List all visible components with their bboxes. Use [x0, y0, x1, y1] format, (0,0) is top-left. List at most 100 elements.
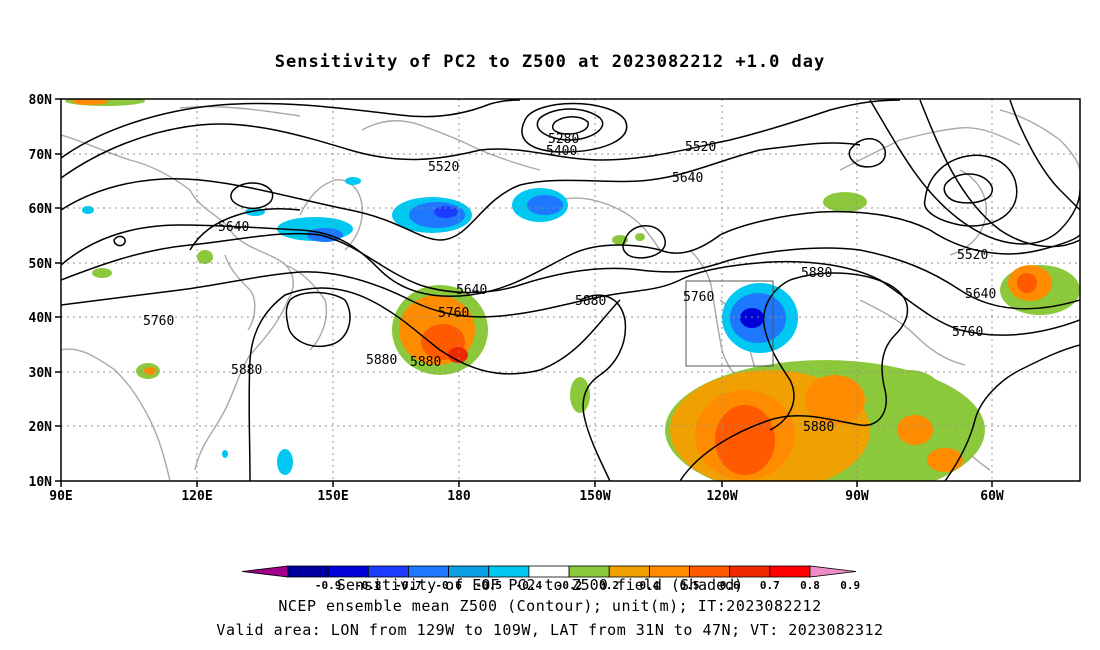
lon-label: 90W [845, 489, 869, 504]
contour-5760 [61, 260, 1080, 336]
contour-5880-ring [285, 291, 351, 347]
colorbar-labels: -0.9 -0.8 -0.7 -0.6 -0.5 -0.4 -0.2 0.2 0.4 0.5 0.6… [315, 579, 860, 592]
footer-line-1: NCEP ensemble mean Z500 (Contour); unit(… [278, 597, 822, 615]
lat-label: 10N [29, 475, 53, 490]
latitude-labels: 80N 70N 60N 50N 40N 30N 20N 10N [29, 93, 53, 490]
lat-label: 70N [29, 148, 53, 163]
shade-negative [82, 206, 94, 214]
map-plot-area [61, 99, 1080, 481]
contour-5520-c [61, 99, 521, 159]
contour-closed-low [848, 138, 886, 168]
colorbar-tick-label: -0.9 [315, 579, 342, 592]
contour-label: 5520 [957, 248, 988, 263]
contour-5880 [248, 287, 621, 481]
colorbar-tick-label: -0.5 [476, 579, 503, 592]
contour-label: 5760 [143, 314, 174, 329]
contour-label: 5280 [548, 132, 579, 147]
contour-east-b [919, 99, 1080, 248]
lon-label: 150E [317, 489, 348, 504]
colorbar-tick-label: 0.9 [840, 579, 860, 592]
colorbar-title: Sensitivity of EOF PC2 to Z500 field (Sh… [337, 576, 743, 594]
colorbar-under-triangle [241, 565, 289, 578]
contour-5400 [521, 102, 628, 153]
shade-positive [92, 268, 112, 278]
colorbar-tick-label: -0.8 [355, 579, 382, 592]
plot-title: Sensitivity of PC2 to Z500 at 2023082212… [274, 52, 826, 72]
contour-label: 5640 [965, 287, 996, 302]
contour-5880-b [579, 294, 627, 481]
plot-frame [60, 98, 1081, 482]
colorbar-tick-label: 0.7 [760, 579, 780, 592]
colorbar-tick-label: 0.4 [639, 579, 659, 592]
shade-positive [570, 377, 590, 413]
contour-5520 [61, 99, 901, 179]
lat-label: 30N [29, 366, 53, 381]
colorbar-tick-label: -0.6 [435, 579, 462, 592]
shade-negative [345, 177, 361, 185]
valid-area-box [685, 280, 774, 367]
contour-closed-low2-outer [923, 154, 1018, 227]
contour-label: 5880 [231, 363, 262, 378]
shade-negative [277, 449, 293, 475]
contour-label: 5400 [546, 144, 577, 159]
footer-line-2: Valid area: LON from 129W to 109W, LAT f… [216, 621, 884, 639]
contour-5520-b [61, 142, 861, 241]
contour-east-c [1009, 99, 1080, 211]
contour-label: 5640 [672, 171, 703, 186]
contour-east [869, 99, 1080, 245]
contour-closed-np [189, 208, 301, 251]
contour-5880-c [679, 272, 909, 481]
colorbar-tick-label: -0.7 [395, 579, 422, 592]
lat-label: 40N [29, 311, 53, 326]
contour-label: 5880 [575, 294, 606, 309]
contour-label: 5760 [952, 325, 983, 340]
lon-label: 60W [980, 489, 1004, 504]
colorbar-tick-label: 0.8 [800, 579, 820, 592]
gridlines [61, 99, 1080, 481]
contour-5760-b [61, 232, 1080, 310]
colorbar-tick-label: -0.4 [516, 579, 543, 592]
shade-positive [1017, 273, 1037, 293]
contour-label: 5520 [428, 160, 459, 175]
contour-label: 5640 [218, 220, 249, 235]
contour-closed-sb [113, 235, 126, 247]
contour-5880-e [944, 344, 1080, 481]
contour-label: 5760 [438, 306, 469, 321]
contour-label: 5880 [801, 266, 832, 281]
colorbar-tick-label: -0.2 [556, 579, 583, 592]
shade-positive [72, 99, 108, 105]
longitude-labels: 90E 120E 150E 180 150W 120W 90W 60W [49, 489, 1004, 504]
shade-positive [197, 250, 213, 264]
contour-5640 [61, 210, 1080, 298]
colorbar-tick-label: 0.2 [599, 579, 619, 592]
colorbar-tick-label: 0.5 [680, 579, 700, 592]
contour-closed-ak [622, 225, 666, 259]
contour-5880-d [763, 279, 795, 431]
lon-label: 150W [579, 489, 610, 504]
shade-positive [823, 192, 867, 212]
contour-label: 5520 [685, 140, 716, 155]
colorbar-swatch [287, 565, 329, 578]
shade-negative [307, 228, 343, 242]
contour-label: 5760 [683, 290, 714, 305]
contour-label: 5640 [456, 283, 487, 298]
contour-label: 5880 [803, 420, 834, 435]
contour-5280-inner [551, 116, 589, 135]
lat-label: 20N [29, 420, 53, 435]
lat-label: 60N [29, 202, 53, 217]
colorbar [241, 565, 857, 578]
contour-label: 5880 [410, 355, 441, 370]
colorbar-tick-label: 0.6 [720, 579, 740, 592]
contour-label: 5880 [366, 353, 397, 368]
lon-label: 120E [181, 489, 212, 504]
shade-negative [222, 450, 228, 458]
lon-label: 180 [447, 489, 471, 504]
height-contours [61, 99, 1080, 481]
contour-closed-low2 [943, 173, 993, 204]
shade-positive [448, 347, 468, 363]
shade-positive [927, 448, 963, 472]
lat-label: 50N [29, 257, 53, 272]
shade-positive [805, 375, 865, 425]
shade-negative [527, 195, 563, 215]
